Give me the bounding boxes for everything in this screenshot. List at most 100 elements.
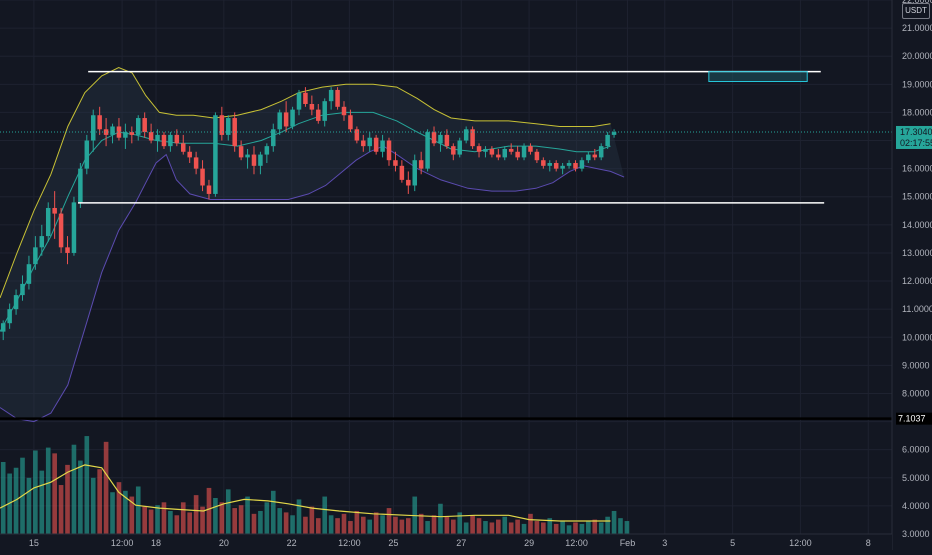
candle[interactable] <box>58 207 64 253</box>
candle[interactable] <box>26 255 32 290</box>
candle[interactable] <box>303 87 308 107</box>
candle[interactable] <box>354 126 360 144</box>
price-axis[interactable]: 22.000021.000020.000019.000018.000017.00… <box>891 0 932 550</box>
candle[interactable] <box>161 132 167 149</box>
candle[interactable] <box>296 89 302 116</box>
currency-badge[interactable]: USDT <box>902 3 930 19</box>
candle[interactable] <box>110 123 115 144</box>
candle[interactable] <box>508 143 514 155</box>
candle[interactable] <box>406 171 411 194</box>
candle[interactable] <box>528 143 533 155</box>
candle[interactable] <box>470 126 475 149</box>
candle[interactable] <box>483 146 488 158</box>
candle[interactable] <box>496 148 501 161</box>
candle[interactable] <box>129 126 135 144</box>
candle[interactable] <box>521 143 527 161</box>
candle[interactable] <box>322 98 327 127</box>
candle[interactable] <box>502 146 508 161</box>
candle[interactable] <box>258 151 263 175</box>
line-price-badge[interactable] <box>896 412 932 425</box>
candle[interactable] <box>348 109 353 133</box>
candle[interactable] <box>33 236 38 270</box>
candle[interactable] <box>399 160 405 183</box>
candle[interactable] <box>213 112 218 197</box>
candle[interactable] <box>135 115 141 141</box>
candle[interactable] <box>373 134 379 155</box>
candle[interactable] <box>592 148 598 161</box>
candle[interactable] <box>181 134 186 155</box>
candle[interactable] <box>341 101 347 121</box>
candle[interactable] <box>547 160 553 172</box>
candle[interactable] <box>444 129 450 149</box>
candle[interactable] <box>84 134 90 175</box>
candle[interactable] <box>335 87 340 110</box>
candle[interactable] <box>283 101 289 133</box>
candle[interactable] <box>605 132 610 149</box>
candle[interactable] <box>425 129 430 172</box>
candle[interactable] <box>0 320 6 341</box>
drawings[interactable] <box>0 70 892 420</box>
candle[interactable] <box>553 160 559 172</box>
candle[interactable] <box>367 132 372 152</box>
candle[interactable] <box>238 140 244 161</box>
candle[interactable] <box>39 224 45 256</box>
candle[interactable] <box>431 126 437 147</box>
candle[interactable] <box>566 160 572 169</box>
candle[interactable] <box>598 143 604 161</box>
candle[interactable] <box>361 134 366 152</box>
candle[interactable] <box>277 109 282 135</box>
candle[interactable] <box>187 146 192 164</box>
candle[interactable] <box>142 112 147 138</box>
candle[interactable] <box>97 106 102 135</box>
candle[interactable] <box>418 151 424 175</box>
candle[interactable] <box>438 132 443 152</box>
candle[interactable] <box>457 137 462 158</box>
candle[interactable] <box>103 118 109 147</box>
candle[interactable] <box>541 157 546 169</box>
candle[interactable] <box>245 148 250 169</box>
candle[interactable] <box>271 123 276 152</box>
candlesticks[interactable] <box>0 87 617 341</box>
candle[interactable] <box>226 115 231 141</box>
candle[interactable] <box>13 289 19 315</box>
candle[interactable] <box>463 126 469 144</box>
candle[interactable] <box>116 118 122 141</box>
candle[interactable] <box>412 154 417 192</box>
candle[interactable] <box>579 157 585 172</box>
candle[interactable] <box>611 129 617 138</box>
time-axis[interactable]: 15 12:00 18 20 22 12:00 25 27 29 12:00 Feb 3 5 12:00 8 <box>0 533 892 550</box>
candle[interactable] <box>65 236 70 265</box>
candle[interactable] <box>20 275 25 301</box>
candle[interactable] <box>193 151 199 175</box>
candle[interactable] <box>45 202 51 242</box>
candle[interactable] <box>148 123 154 144</box>
candle[interactable] <box>489 146 495 158</box>
candle[interactable] <box>534 148 540 164</box>
candle[interactable] <box>52 191 57 239</box>
candle[interactable] <box>219 106 225 141</box>
candle[interactable] <box>71 196 77 256</box>
candle[interactable] <box>7 303 12 329</box>
candle[interactable] <box>251 146 257 175</box>
candle[interactable] <box>573 160 578 172</box>
candle[interactable] <box>200 160 205 192</box>
candle[interactable] <box>290 106 295 130</box>
candle[interactable] <box>123 123 128 149</box>
candle[interactable] <box>168 132 173 152</box>
candle[interactable] <box>386 137 392 166</box>
candle[interactable] <box>476 143 482 158</box>
candle[interactable] <box>560 163 565 175</box>
candle[interactable] <box>90 109 96 152</box>
candle[interactable] <box>393 151 398 172</box>
candle[interactable] <box>586 151 591 164</box>
candle[interactable] <box>78 163 83 208</box>
candle[interactable] <box>380 134 385 158</box>
candle[interactable] <box>174 129 180 147</box>
candle[interactable] <box>155 129 160 152</box>
candle[interactable] <box>206 179 212 200</box>
candle[interactable] <box>264 143 270 164</box>
candle[interactable] <box>451 143 456 161</box>
candle[interactable] <box>515 146 520 161</box>
